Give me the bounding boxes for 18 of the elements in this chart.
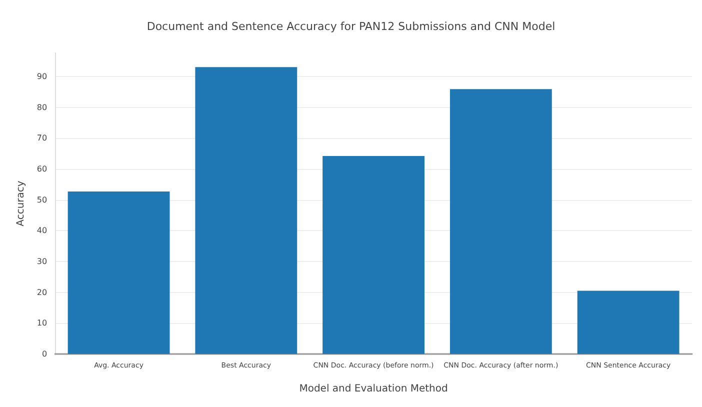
y-tick-label: 40 bbox=[36, 226, 48, 236]
y-tick-label: 30 bbox=[36, 256, 48, 266]
bar bbox=[322, 156, 424, 354]
bar bbox=[577, 290, 680, 354]
y-tick-label: 0 bbox=[42, 350, 48, 358]
y-tick-label: 10 bbox=[36, 318, 48, 328]
y-tick-label: 90 bbox=[36, 72, 48, 81]
bar bbox=[68, 191, 170, 354]
y-tick-label: 80 bbox=[36, 102, 48, 112]
y-tick-label: 50 bbox=[36, 195, 48, 204]
x-axis-title: Model and Evaluation Method bbox=[299, 384, 448, 394]
y-tick-label: 70 bbox=[36, 134, 48, 143]
bar bbox=[195, 67, 298, 354]
chart-title: Document and Sentence Accuracy for PAN12 Submissions and CNN Model bbox=[146, 20, 556, 33]
y-tick-label: 20 bbox=[36, 288, 48, 297]
bar bbox=[450, 89, 552, 354]
y-tick-label: 60 bbox=[36, 164, 48, 174]
y-axis-title: Accuracy bbox=[16, 180, 26, 226]
